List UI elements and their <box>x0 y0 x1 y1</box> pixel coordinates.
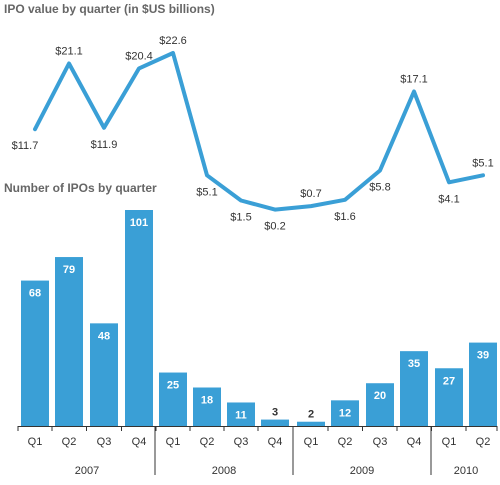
ipo-count-bar <box>159 372 187 426</box>
bar-chart-title: Number of IPOs by quarter <box>4 181 157 195</box>
year-label: 2008 <box>212 465 236 477</box>
bar-value-label: 27 <box>443 375 455 387</box>
quarter-tick-label: Q4 <box>407 436 422 448</box>
ipo-count-bar <box>400 351 428 426</box>
ipo-count-bar <box>193 387 221 426</box>
line-value-label: $20.4 <box>125 50 153 62</box>
ipo-count-bar <box>435 368 463 426</box>
bar-value-label: 48 <box>98 330 110 342</box>
ipo-count-bar <box>261 419 289 426</box>
line-value-label: $0.2 <box>264 221 285 233</box>
year-label: 2007 <box>75 465 99 477</box>
quarter-tick-label: Q4 <box>132 436 147 448</box>
ipo-value-line <box>33 51 485 212</box>
bar-value-label: 39 <box>477 350 489 362</box>
line-chart-title: IPO value by quarter (in $US billions) <box>4 2 215 16</box>
bar-value-label: 25 <box>167 380 179 392</box>
line-value-label: $0.7 <box>300 188 321 200</box>
ipo-count-bar <box>331 400 359 426</box>
ipo-count-bar <box>90 323 118 426</box>
ipo-count-bar <box>469 342 497 426</box>
bar-value-label: 18 <box>201 395 213 407</box>
line-value-label: $4.1 <box>438 193 459 205</box>
quarter-tick-label: Q2 <box>338 436 353 448</box>
quarter-tick-label: Q2 <box>476 436 491 448</box>
line-value-label: $5.8 <box>369 181 390 193</box>
line-value-label: $17.1 <box>400 73 428 85</box>
bar-value-label: 68 <box>29 288 41 300</box>
line-value-label: $5.1 <box>196 186 217 198</box>
ipo-count-bar <box>21 280 49 426</box>
ipo-count-bar <box>227 402 255 426</box>
bar-value-label: 79 <box>63 264 75 276</box>
year-label: 2010 <box>454 465 478 477</box>
bar-value-label: 11 <box>235 409 247 421</box>
line-value-label: $1.5 <box>230 212 251 224</box>
line-value-label: $5.1 <box>472 157 493 169</box>
quarter-tick-label: Q3 <box>373 436 388 448</box>
line-value-label: $11.9 <box>91 139 118 151</box>
line-value-label: $1.6 <box>334 211 355 223</box>
ipo-count-bar <box>55 257 83 426</box>
line-value-label: $21.1 <box>55 45 83 57</box>
ipo-count-bar <box>297 421 325 426</box>
quarter-tick-label: Q2 <box>200 436 215 448</box>
year-label: 2009 <box>350 465 374 477</box>
line-value-label: $11.7 <box>12 140 39 152</box>
quarter-tick-label: Q1 <box>442 436 457 448</box>
bar-value-label: 20 <box>374 390 386 402</box>
bar-value-label: 35 <box>408 358 420 370</box>
quarter-tick-label: Q1 <box>166 436 181 448</box>
ipo-count-bar <box>366 383 394 426</box>
line-value-label: $22.6 <box>159 35 187 47</box>
ipo-count-bar <box>125 210 153 426</box>
quarter-tick-label: Q1 <box>304 436 319 448</box>
quarter-tick-label: Q3 <box>234 436 249 448</box>
quarter-tick-label: Q2 <box>62 436 77 448</box>
bar-value-label: 12 <box>339 407 351 419</box>
bar-value-label: 3 <box>272 407 278 419</box>
quarter-tick-label: Q1 <box>28 436 43 448</box>
quarter-tick-label: Q3 <box>97 436 112 448</box>
bar-value-label: 101 <box>130 217 148 229</box>
bar-value-label: 2 <box>308 409 314 421</box>
quarter-tick-label: Q4 <box>268 436 283 448</box>
